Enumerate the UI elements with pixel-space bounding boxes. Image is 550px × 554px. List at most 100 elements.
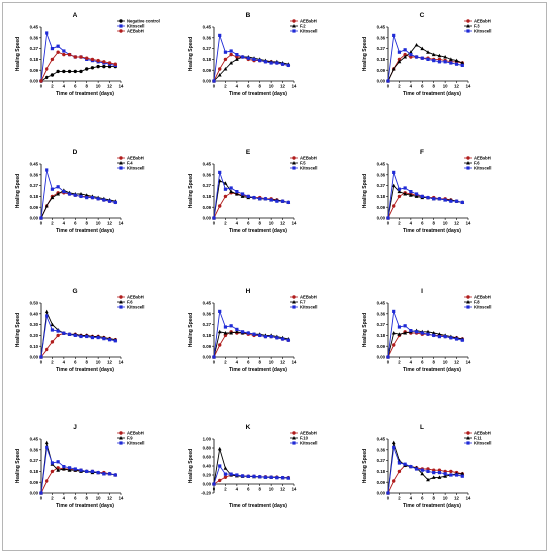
data-point (286, 338, 290, 342)
data-point (403, 52, 407, 57)
x-tick-label: 14 (466, 496, 471, 501)
y-tick-label: 0.09 (30, 480, 39, 485)
x-tick-label: 14 (119, 496, 124, 501)
data-point (223, 472, 228, 476)
y-tick-label: 0.30 (30, 322, 39, 327)
x-tick-label: 8 (86, 221, 89, 226)
data-point (44, 204, 49, 208)
data-point (67, 69, 72, 74)
x-tick-label: 6 (421, 496, 424, 501)
y-tick-label: 0.45 (203, 25, 212, 30)
data-point (240, 55, 245, 59)
x-tick-label: 10 (96, 221, 101, 226)
data-point (437, 471, 442, 475)
data-point (403, 55, 408, 59)
legend-label: Kitoscell (300, 166, 317, 171)
legend-marker (292, 24, 296, 28)
chart-panel-f: F 0.00 0.09 0.18 0.27 0.36 0.45 0 2 4 6 8 10 12 14 Time… (362, 149, 491, 234)
data-point (73, 193, 77, 197)
data-point (286, 476, 290, 480)
data-point (443, 60, 447, 64)
y-tick-label: 0.09 (30, 205, 39, 210)
y-tick-label: 0.27 (203, 322, 212, 327)
legend-marker (466, 441, 470, 445)
y-tick-label: 0.45 (377, 25, 386, 30)
data-point (62, 190, 66, 194)
y-tick-label: 0.18 (377, 333, 386, 338)
legend-marker (119, 29, 123, 33)
data-point (45, 75, 49, 80)
x-tick-label: 12 (107, 496, 112, 501)
data-point (85, 67, 89, 71)
data-point (102, 198, 106, 202)
x-tick-label: 0 (213, 84, 216, 89)
panel-title: B (246, 12, 251, 19)
data-point (218, 67, 222, 71)
legend-marker (292, 305, 296, 309)
data-point (56, 50, 60, 54)
x-tick-label: 10 (269, 84, 274, 89)
data-point (414, 330, 419, 334)
data-point (223, 57, 228, 62)
data-point (218, 464, 222, 468)
y-tick-label: 0.00 (30, 355, 39, 360)
y-tick-label: 0.00 (203, 216, 212, 221)
y-axis-label: Healing Speed (188, 449, 194, 483)
chart-panel-a: A 0.00 0.09 0.18 0.27 0.36 0.45 0 2 4 6 8 10 12 14 Time… (15, 12, 160, 97)
data-point (229, 49, 233, 53)
x-tick-label: 12 (280, 487, 285, 492)
legend-marker (119, 300, 123, 304)
data-point (397, 59, 402, 64)
x-tick-label: 10 (269, 360, 274, 365)
x-tick-label: 12 (107, 84, 112, 89)
legend-marker (292, 431, 296, 435)
legend-marker (119, 166, 123, 170)
legend-marker (292, 166, 296, 170)
legend-label: AEBsbH (300, 431, 317, 436)
data-point (85, 334, 89, 339)
data-point (397, 50, 402, 54)
data-point (85, 196, 89, 200)
y-tick-label: 0.36 (377, 172, 386, 177)
y-tick-label: 0.18 (203, 194, 212, 199)
data-point (403, 192, 408, 196)
data-point (448, 57, 453, 61)
data-point (443, 335, 447, 339)
data-point (56, 333, 60, 338)
data-point (454, 473, 459, 477)
data-point (460, 200, 464, 204)
data-point (392, 33, 396, 37)
chart-panel-c: C 0.00 0.09 0.18 0.27 0.36 0.45 0 2 4 6 8 10 12 14 Time… (362, 12, 491, 97)
x-tick-label: 6 (421, 84, 424, 89)
data-point (62, 465, 66, 469)
data-point (454, 58, 459, 63)
data-point (252, 332, 256, 336)
data-point (426, 332, 430, 336)
y-tick-label: 0.20 (203, 473, 212, 478)
y-axis-label: Healing Speed (362, 449, 368, 483)
x-tick-label: 10 (443, 84, 448, 89)
data-point (62, 49, 66, 53)
legend-marker (119, 161, 123, 165)
data-point (280, 476, 285, 480)
data-point (56, 44, 60, 48)
legend-marker (292, 156, 296, 160)
x-tick-label: 8 (259, 360, 262, 365)
series-line (387, 44, 463, 82)
data-point (403, 462, 407, 466)
data-point (454, 62, 459, 66)
data-point (113, 339, 117, 343)
data-point (217, 73, 222, 77)
data-point (263, 197, 268, 201)
data-point (386, 355, 390, 359)
data-point (460, 61, 465, 65)
y-tick-label: 1.00 (203, 437, 212, 442)
data-point (67, 192, 72, 196)
chart-panel-j: J 0.00 0.09 0.18 0.27 0.36 0.45 0 2 4 6 8 10 12 14 Time… (15, 424, 144, 509)
legend-label: AEBsbH (474, 295, 491, 300)
data-point (79, 192, 83, 196)
y-tick-label: 0.09 (203, 205, 212, 210)
y-axis-label: Healing Speed (15, 449, 21, 483)
data-point (218, 478, 222, 483)
